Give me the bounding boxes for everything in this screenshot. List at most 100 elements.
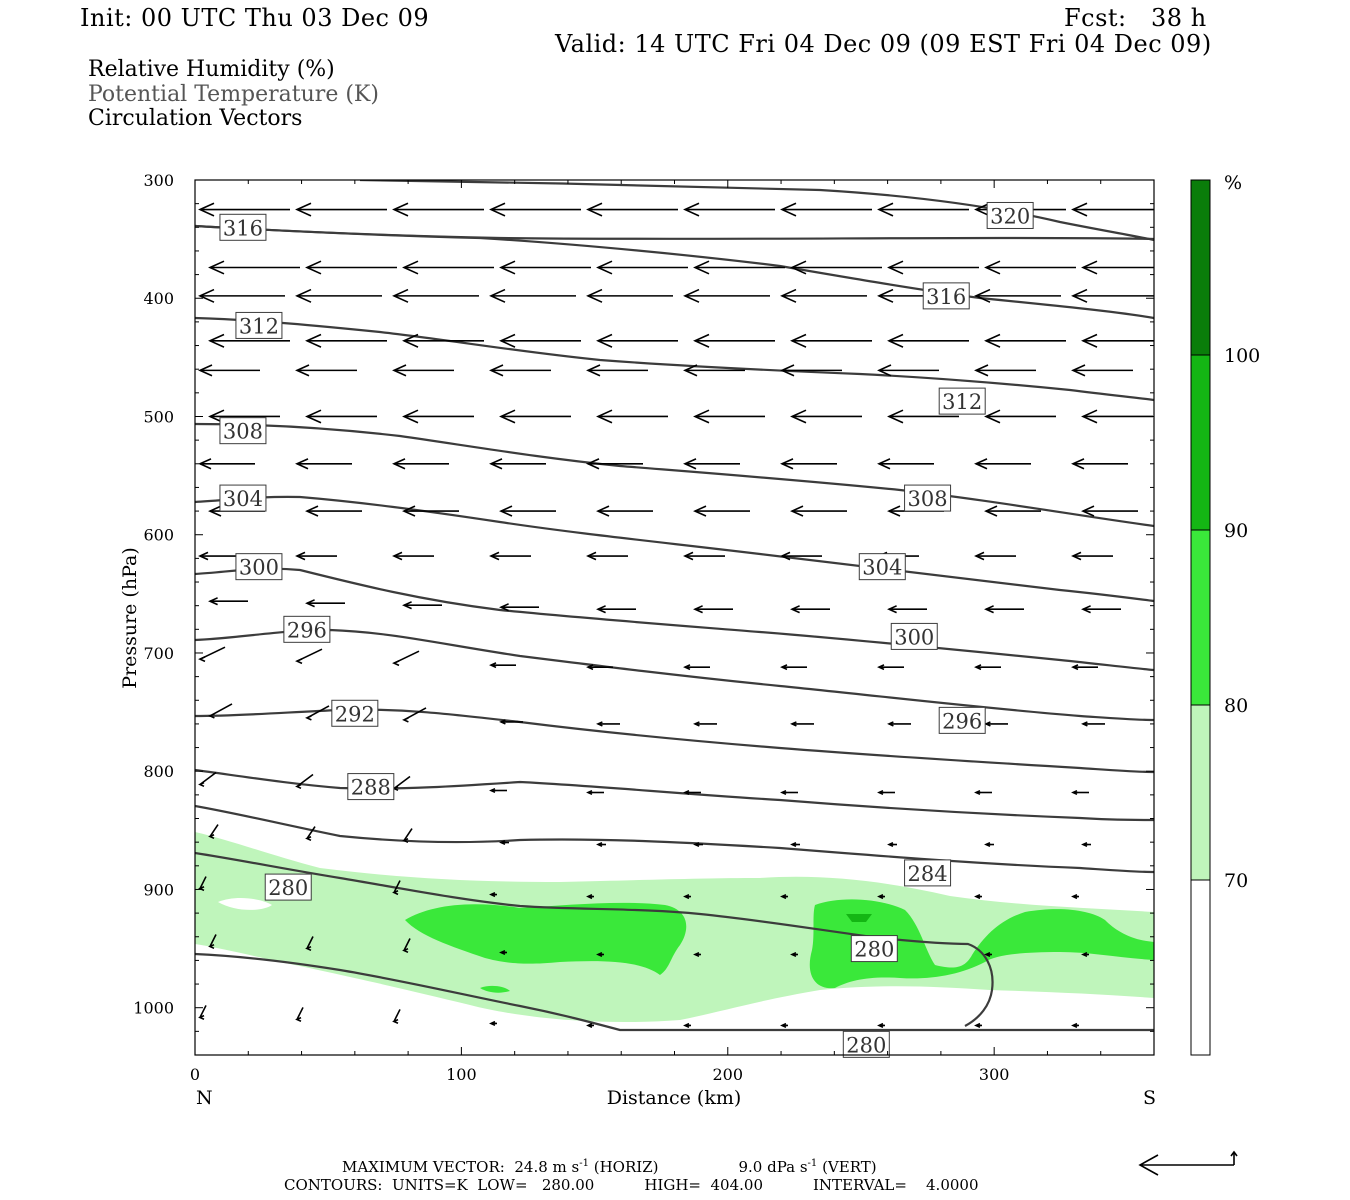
svg-text:304: 304 [223,487,263,511]
svg-text:300: 300 [239,556,279,580]
vector-arrow [984,951,992,958]
legend-potential-temperature: Potential Temperature (K) [88,82,379,107]
vector-arrow [877,789,895,796]
contour-line-320 [359,180,1154,242]
vector-arrow [198,202,290,217]
vector-arrow [683,364,745,377]
vector-arrow [984,409,1056,424]
vector-arrow [305,936,314,952]
vector-arrow [1081,409,1153,424]
vector-arrow [780,458,837,470]
vector-arrow [305,409,377,424]
vector-arrow [1170,1024,1176,1028]
y-tick-label: 500 [143,407,174,426]
vector-arrow [877,458,934,470]
contour-label-304: 304 [219,484,267,512]
legend-relative-humidity: Relative Humidity (%) [88,57,335,82]
vector-arrow [877,202,969,217]
vector-arrow [586,1022,594,1028]
contour-label-316: 316 [219,213,267,241]
vector-arrow [1071,1022,1079,1028]
contour-label-288: 288 [347,773,395,801]
contour-line-280-upper [195,851,994,1027]
colorbar-band-below-70 [1191,880,1210,1055]
vector-arrow [295,551,337,561]
vector-arrow [586,664,613,671]
vector-arrow [1180,843,1188,847]
svg-text:308: 308 [223,420,263,444]
vector-arrow [499,260,591,275]
x-axis-label: Distance (km) [607,1087,742,1109]
contours-info: CONTOURS: UNITS=K LOW= 280.00 HIGH= 404.0… [284,1176,979,1194]
reference-vector [1138,1150,1238,1176]
colorbar-label-90: 90 [1224,520,1248,542]
vector-arrow [305,260,397,275]
svg-text:296: 296 [942,709,982,733]
vector-arrow [499,839,509,846]
contour-line-304 [195,495,1154,603]
vector-arrow [489,364,551,377]
rh-70-gap [218,898,272,910]
vector-arrow [1071,202,1154,217]
y-tick-label: 700 [143,644,174,663]
colorbar-label-100: 100 [1224,345,1260,367]
vector-arrow [489,1020,497,1026]
svg-text:280: 280 [268,876,308,900]
x-tick-label: 200 [713,1065,744,1084]
contour-label-280: 280 [850,935,898,963]
vector-arrow [295,364,357,377]
vector-arrow [596,951,604,958]
vector-arrow [683,458,740,470]
vector-arrow [295,773,314,790]
vector-arrow [1081,841,1091,848]
vector-arrow [1081,260,1154,275]
svg-text:280: 280 [854,938,894,962]
vector-arrow [790,260,882,275]
vector-arrow [984,841,994,848]
vector-arrow [1071,458,1128,470]
vector-arrow [1180,953,1186,957]
vector-arrow [974,894,982,900]
vector-arrow [499,333,581,348]
colorbar-label-80: 80 [1224,695,1248,717]
vector-arrow [693,409,765,424]
colorbar-band-90-100 [1191,355,1210,530]
vector-arrow [974,1022,982,1028]
contour-labels: 280 280 280 284 288 292 296 296 300 300 304 304 308 3… [219,201,1034,1058]
svg-text:308: 308 [908,487,948,511]
vector-arrow [596,260,688,275]
circulation-vectors [198,202,1188,1028]
y-tick-label: 400 [143,289,174,308]
vector-arrow [305,333,387,348]
vector-arrow [790,605,830,614]
vector-arrow [1071,664,1098,671]
vector-arrow [877,664,904,671]
vector-arrow [402,601,442,610]
vector-arrow [984,333,1066,348]
contour-line-308 [195,422,1154,528]
vector-arrow [489,662,516,669]
contour-line-300 [195,567,1154,672]
forecast-hour: Fcst: 38 h [1064,4,1207,32]
vector-arrow [402,409,474,424]
vector-arrow [1170,791,1186,795]
contour-label-284: 284 [904,859,952,887]
vector-arrow [780,202,872,217]
vector-arrow [1071,288,1154,303]
vector-arrow [596,333,678,348]
vector-arrow [198,288,285,303]
svg-text:320: 320 [990,204,1030,228]
y-tick-label: 300 [143,171,174,190]
vector-arrow [683,894,691,900]
vector-arrow [208,409,280,424]
y-tick-label: 900 [143,880,174,899]
vector-arrow [586,288,673,303]
vector-arrow [489,892,497,898]
contour-label-300: 300 [890,622,938,650]
vector-arrow [780,664,807,671]
vector-arrow [1071,551,1113,561]
vector-arrow [974,458,1031,470]
vector-arrow [392,458,449,470]
vector-arrow [392,288,479,303]
